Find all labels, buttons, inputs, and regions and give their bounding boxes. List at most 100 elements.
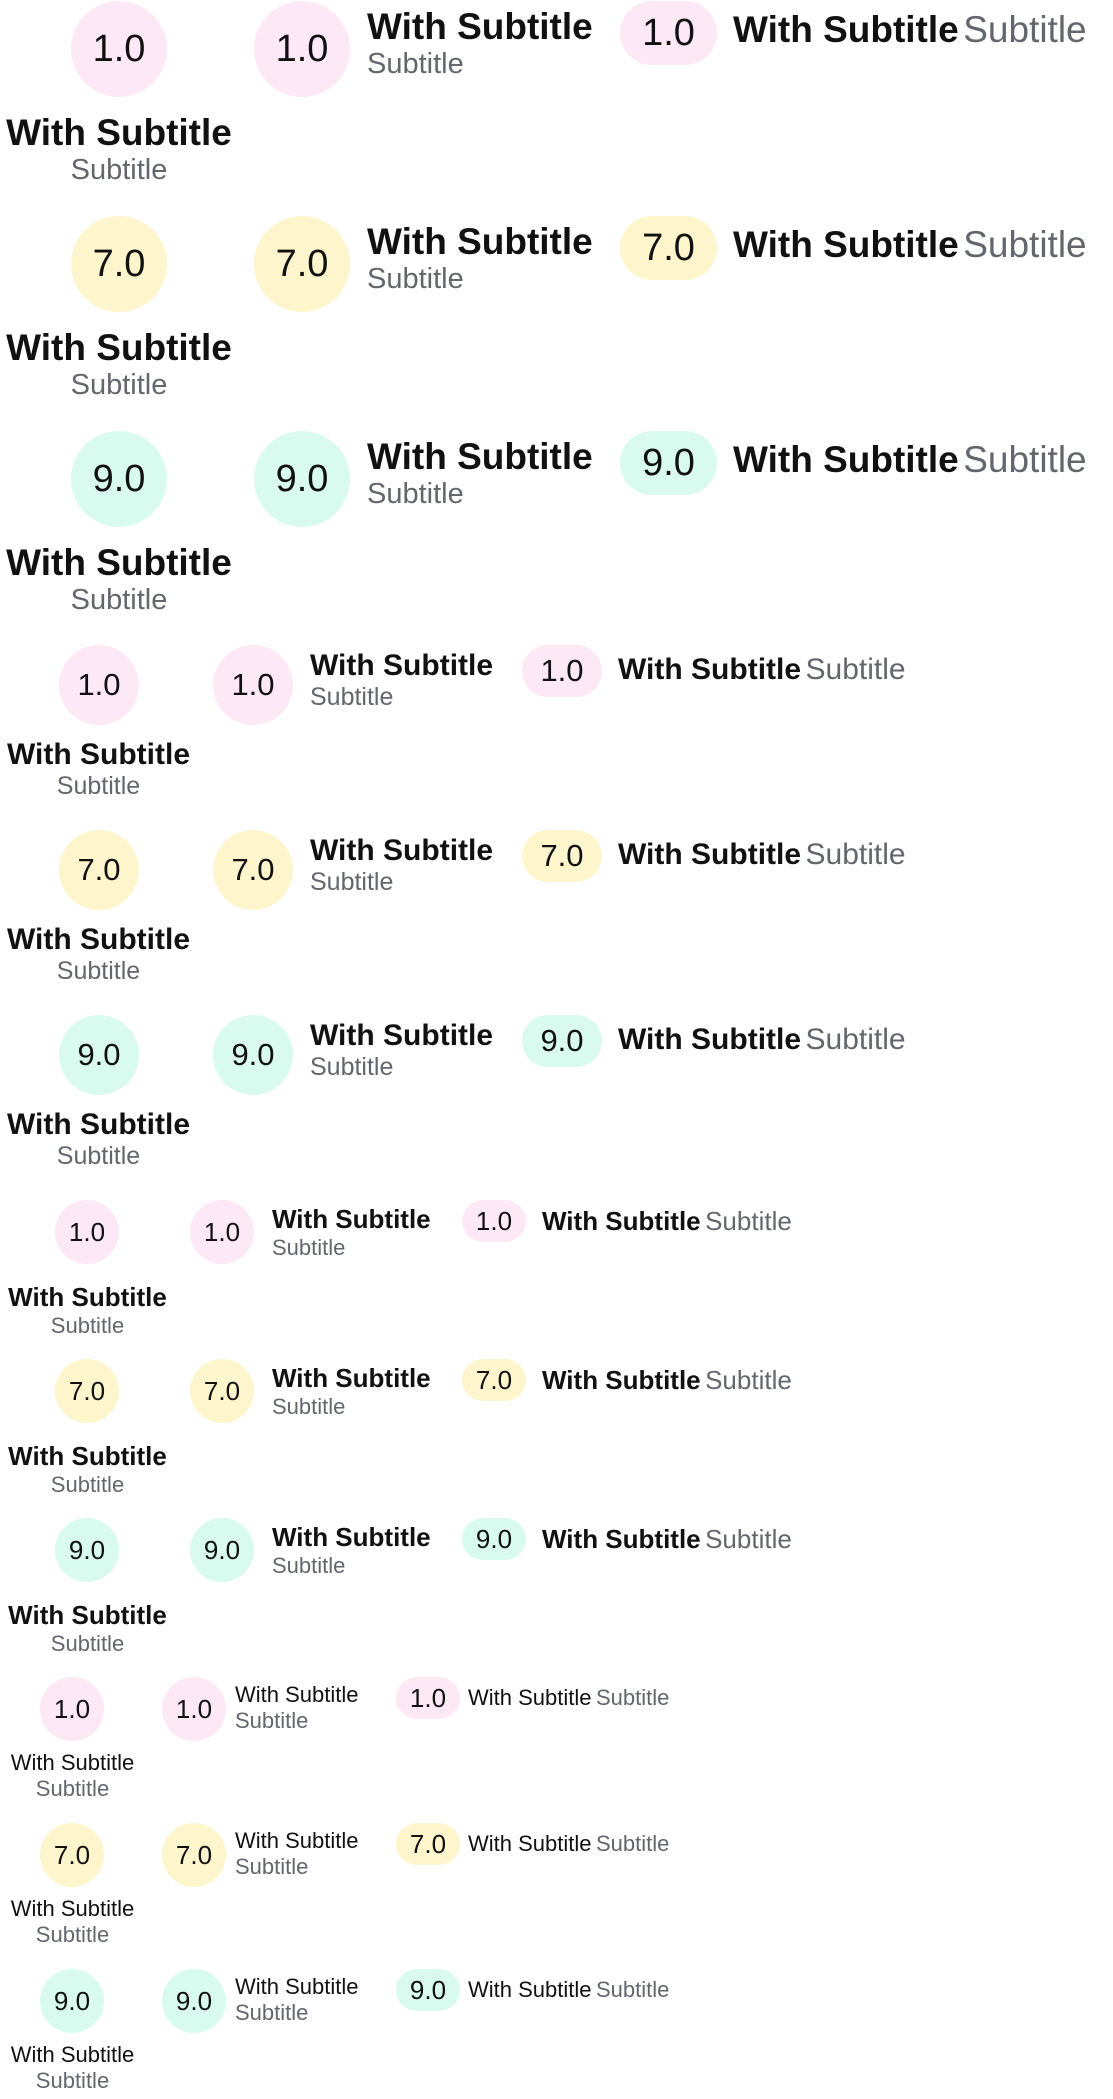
rating-title: With Subtitle bbox=[10, 2042, 135, 2067]
rating-title: With Subtitle bbox=[618, 653, 802, 686]
rating-badge-circle: 7.0 bbox=[213, 830, 293, 910]
rating-badge-circle: 1.0 bbox=[213, 645, 293, 725]
rating-row: 7.0 7.0 With Subtitle Subtitle 7.0 With … bbox=[0, 1823, 1113, 1969]
rating-section-xl: 1.0 1.0 With Subtitle Subtitle 1.0 With … bbox=[0, 0, 1113, 645]
rating-row: 1.0 1.0 With Subtitle Subtitle 1.0 With … bbox=[0, 0, 1113, 215]
rating-row: 7.0 7.0 With Subtitle Subtitle 7.0 With … bbox=[0, 1359, 1113, 1518]
rating-badge-circle: 1.0 bbox=[190, 1200, 254, 1264]
rating-text-stacked: With Subtitle Subtitle bbox=[367, 221, 593, 296]
rating-subtitle: Subtitle bbox=[35, 1922, 110, 1947]
rating-subtitle: Subtitle bbox=[35, 2068, 110, 2093]
rating-text-below: With Subtitle Subtitle bbox=[0, 1108, 197, 1171]
rating-badge-circle: 1.0 bbox=[55, 1200, 119, 1264]
rating-title: With Subtitle bbox=[235, 1974, 359, 1999]
rating-text-stacked: With Subtitle Subtitle bbox=[367, 436, 593, 511]
rating-text-inline: With Subtitle Subtitle bbox=[733, 224, 1087, 266]
rating-row: 9.0 9.0 With Subtitle Subtitle 9.0 With … bbox=[0, 430, 1113, 645]
rating-badge-circle: 7.0 bbox=[71, 216, 167, 312]
rating-badge-circle: 7.0 bbox=[254, 216, 350, 312]
rating-subtitle: Subtitle bbox=[805, 838, 906, 871]
rating-subtitle: Subtitle bbox=[805, 1023, 906, 1056]
rating-title: With Subtitle bbox=[6, 327, 232, 368]
rating-subtitle: Subtitle bbox=[272, 1553, 346, 1578]
rating-title: With Subtitle bbox=[733, 9, 959, 50]
rating-subtitle: Subtitle bbox=[56, 1142, 141, 1170]
rating-text-stacked: With Subtitle Subtitle bbox=[310, 834, 493, 897]
rating-title: With Subtitle bbox=[10, 1750, 135, 1775]
rating-text-inline: With Subtitle Subtitle bbox=[542, 1365, 792, 1396]
rating-subtitle: Subtitle bbox=[50, 1313, 125, 1338]
rating-title: With Subtitle bbox=[6, 542, 232, 583]
rating-title: With Subtitle bbox=[235, 1682, 359, 1707]
rating-badge-pill: 9.0 bbox=[462, 1518, 526, 1560]
rating-subtitle: Subtitle bbox=[310, 683, 394, 711]
rating-row: 9.0 9.0 With Subtitle Subtitle 9.0 With … bbox=[0, 1518, 1113, 1677]
rating-title: With Subtitle bbox=[733, 439, 959, 480]
rating-subtitle: Subtitle bbox=[56, 772, 141, 800]
rating-subtitle: Subtitle bbox=[595, 1831, 670, 1856]
rating-title: With Subtitle bbox=[6, 923, 191, 956]
rating-subtitle: Subtitle bbox=[35, 1776, 110, 1801]
rating-title: With Subtitle bbox=[272, 1522, 431, 1552]
rating-row: 1.0 1.0 With Subtitle Subtitle 1.0 With … bbox=[0, 1677, 1113, 1823]
rating-badge-circle: 7.0 bbox=[55, 1359, 119, 1423]
rating-text-stacked: With Subtitle Subtitle bbox=[235, 1974, 359, 2026]
rating-subtitle: Subtitle bbox=[310, 1053, 394, 1081]
rating-badge-circle: 1.0 bbox=[254, 1, 350, 97]
rating-badge-pill: 9.0 bbox=[396, 1969, 460, 2011]
rating-title: With Subtitle bbox=[367, 6, 593, 47]
rating-row: 1.0 1.0 With Subtitle Subtitle 1.0 With … bbox=[0, 645, 1113, 830]
rating-subtitle: Subtitle bbox=[367, 478, 464, 510]
rating-subtitle: Subtitle bbox=[235, 1708, 309, 1733]
rating-title: With Subtitle bbox=[6, 1108, 191, 1141]
rating-row: 7.0 7.0 With Subtitle Subtitle 7.0 With … bbox=[0, 215, 1113, 430]
rating-subtitle: Subtitle bbox=[595, 1685, 670, 1710]
rating-badge-circle: 1.0 bbox=[162, 1677, 226, 1741]
rating-title: With Subtitle bbox=[310, 649, 494, 682]
rating-badge-circle: 9.0 bbox=[55, 1518, 119, 1582]
rating-title: With Subtitle bbox=[618, 1023, 802, 1056]
rating-title: With Subtitle bbox=[8, 1282, 167, 1312]
rating-text-inline: With Subtitle Subtitle bbox=[468, 1977, 669, 2003]
rating-text-stacked: With Subtitle Subtitle bbox=[310, 649, 493, 712]
rating-title: With Subtitle bbox=[310, 834, 494, 867]
rating-text-inline: With Subtitle Subtitle bbox=[468, 1831, 669, 1857]
rating-badge-circle: 7.0 bbox=[162, 1823, 226, 1887]
rating-badge-circle: 9.0 bbox=[254, 431, 350, 527]
rating-subtitle: Subtitle bbox=[70, 154, 168, 186]
rating-title: With Subtitle bbox=[10, 1896, 135, 1921]
rating-text-below: With Subtitle Subtitle bbox=[0, 2042, 145, 2094]
rating-subtitle: Subtitle bbox=[310, 868, 394, 896]
rating-subtitle: Subtitle bbox=[963, 224, 1087, 265]
rating-badge-circle: 1.0 bbox=[71, 1, 167, 97]
rating-subtitle: Subtitle bbox=[367, 263, 464, 295]
rating-title: With Subtitle bbox=[367, 221, 593, 262]
rating-badge-pill: 9.0 bbox=[522, 1015, 602, 1067]
rating-title: With Subtitle bbox=[468, 1685, 592, 1710]
rating-subtitle: Subtitle bbox=[272, 1394, 346, 1419]
rating-text-stacked: With Subtitle Subtitle bbox=[235, 1828, 359, 1880]
rating-title: With Subtitle bbox=[733, 224, 959, 265]
rating-title: With Subtitle bbox=[6, 112, 232, 153]
rating-title: With Subtitle bbox=[468, 1831, 592, 1856]
rating-text-inline: With Subtitle Subtitle bbox=[542, 1206, 792, 1237]
rating-badge-circle: 9.0 bbox=[59, 1015, 139, 1095]
rating-subtitle: Subtitle bbox=[272, 1235, 346, 1260]
rating-text-below: With Subtitle Subtitle bbox=[0, 327, 238, 402]
rating-title: With Subtitle bbox=[272, 1363, 431, 1393]
rating-section-s: 1.0 1.0 With Subtitle Subtitle 1.0 With … bbox=[0, 1677, 1113, 2099]
rating-title: With Subtitle bbox=[8, 1600, 167, 1630]
rating-title: With Subtitle bbox=[618, 838, 802, 871]
rating-badge-circle: 9.0 bbox=[213, 1015, 293, 1095]
rating-text-below: With Subtitle Subtitle bbox=[0, 112, 238, 187]
rating-section-l: 1.0 1.0 With Subtitle Subtitle 1.0 With … bbox=[0, 645, 1113, 1200]
rating-text-stacked: With Subtitle Subtitle bbox=[310, 1019, 493, 1082]
rating-subtitle: Subtitle bbox=[705, 1365, 792, 1395]
rating-text-stacked: With Subtitle Subtitle bbox=[272, 1522, 431, 1579]
rating-subtitle: Subtitle bbox=[963, 439, 1087, 480]
rating-text-inline: With Subtitle Subtitle bbox=[542, 1524, 792, 1555]
rating-badge-circle: 9.0 bbox=[162, 1969, 226, 2033]
rating-badge-circle: 1.0 bbox=[59, 645, 139, 725]
rating-badge-circle: 9.0 bbox=[40, 1969, 104, 2033]
rating-text-stacked: With Subtitle Subtitle bbox=[367, 6, 593, 81]
